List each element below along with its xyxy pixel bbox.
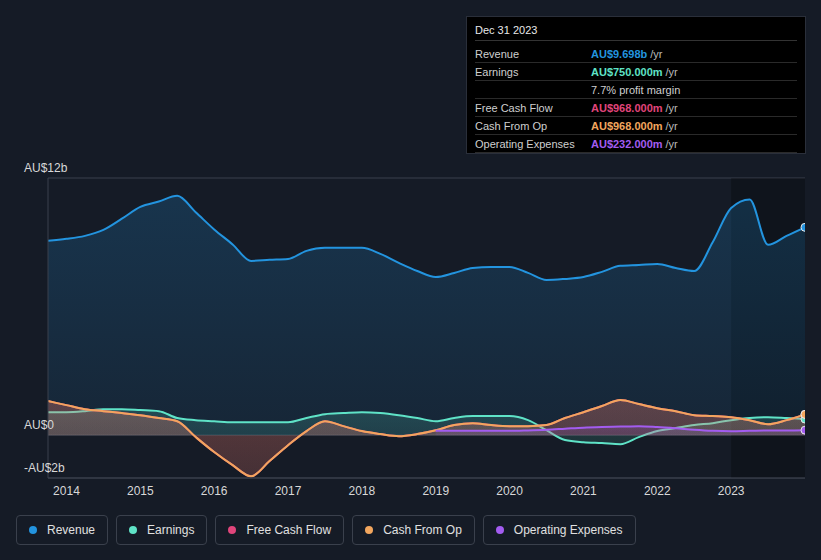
html-text:Earnings: Earnings xyxy=(475,65,519,78)
svg-text:2017: 2017 xyxy=(275,484,302,498)
svg-text:2014: 2014 xyxy=(53,484,80,498)
svg-text:2016: 2016 xyxy=(201,484,228,498)
html-text:Revenue: Revenue xyxy=(47,523,95,537)
svg-text:-AU$2b: -AU$2b xyxy=(24,461,65,475)
svg-text:AU$12b: AU$12b xyxy=(24,161,68,175)
html-text:Free Cash Flow: Free Cash Flow xyxy=(475,101,553,114)
html-text:AU$232.000m /yr: AU$232.000m /yr xyxy=(591,137,678,150)
html-text:Cash From Op: Cash From Op xyxy=(383,523,462,537)
svg-text:2015: 2015 xyxy=(127,484,154,498)
html-text:AU$750.000m /yr: AU$750.000m /yr xyxy=(591,65,678,78)
html-text:Earnings: Earnings xyxy=(147,523,195,537)
svg-text:2019: 2019 xyxy=(422,484,449,498)
svg-text:2021: 2021 xyxy=(570,484,597,498)
html-text:Dec 31 2023: Dec 31 2023 xyxy=(475,24,538,36)
html-text:AU$968.000m /yr: AU$968.000m /yr xyxy=(591,101,678,114)
svg-text:2023: 2023 xyxy=(718,484,745,498)
svg-text:2018: 2018 xyxy=(349,484,376,498)
html-text:7.7% profit margin: 7.7% profit margin xyxy=(591,83,681,96)
html-text:Free Cash Flow: Free Cash Flow xyxy=(246,523,332,537)
svg-text:AU$0: AU$0 xyxy=(24,418,54,432)
svg-text:2020: 2020 xyxy=(496,484,523,498)
html-text:AU$9.698b /yr: AU$9.698b /yr xyxy=(591,47,663,60)
html-text:AU$968.000m /yr: AU$968.000m /yr xyxy=(591,119,678,132)
svg-text:2022: 2022 xyxy=(644,484,671,498)
html-text:Cash From Op: Cash From Op xyxy=(475,119,548,132)
html-text:Operating Expenses: Operating Expenses xyxy=(475,137,575,150)
html-text:Operating Expenses: Operating Expenses xyxy=(513,523,623,537)
html-text:Revenue: Revenue xyxy=(475,47,519,60)
